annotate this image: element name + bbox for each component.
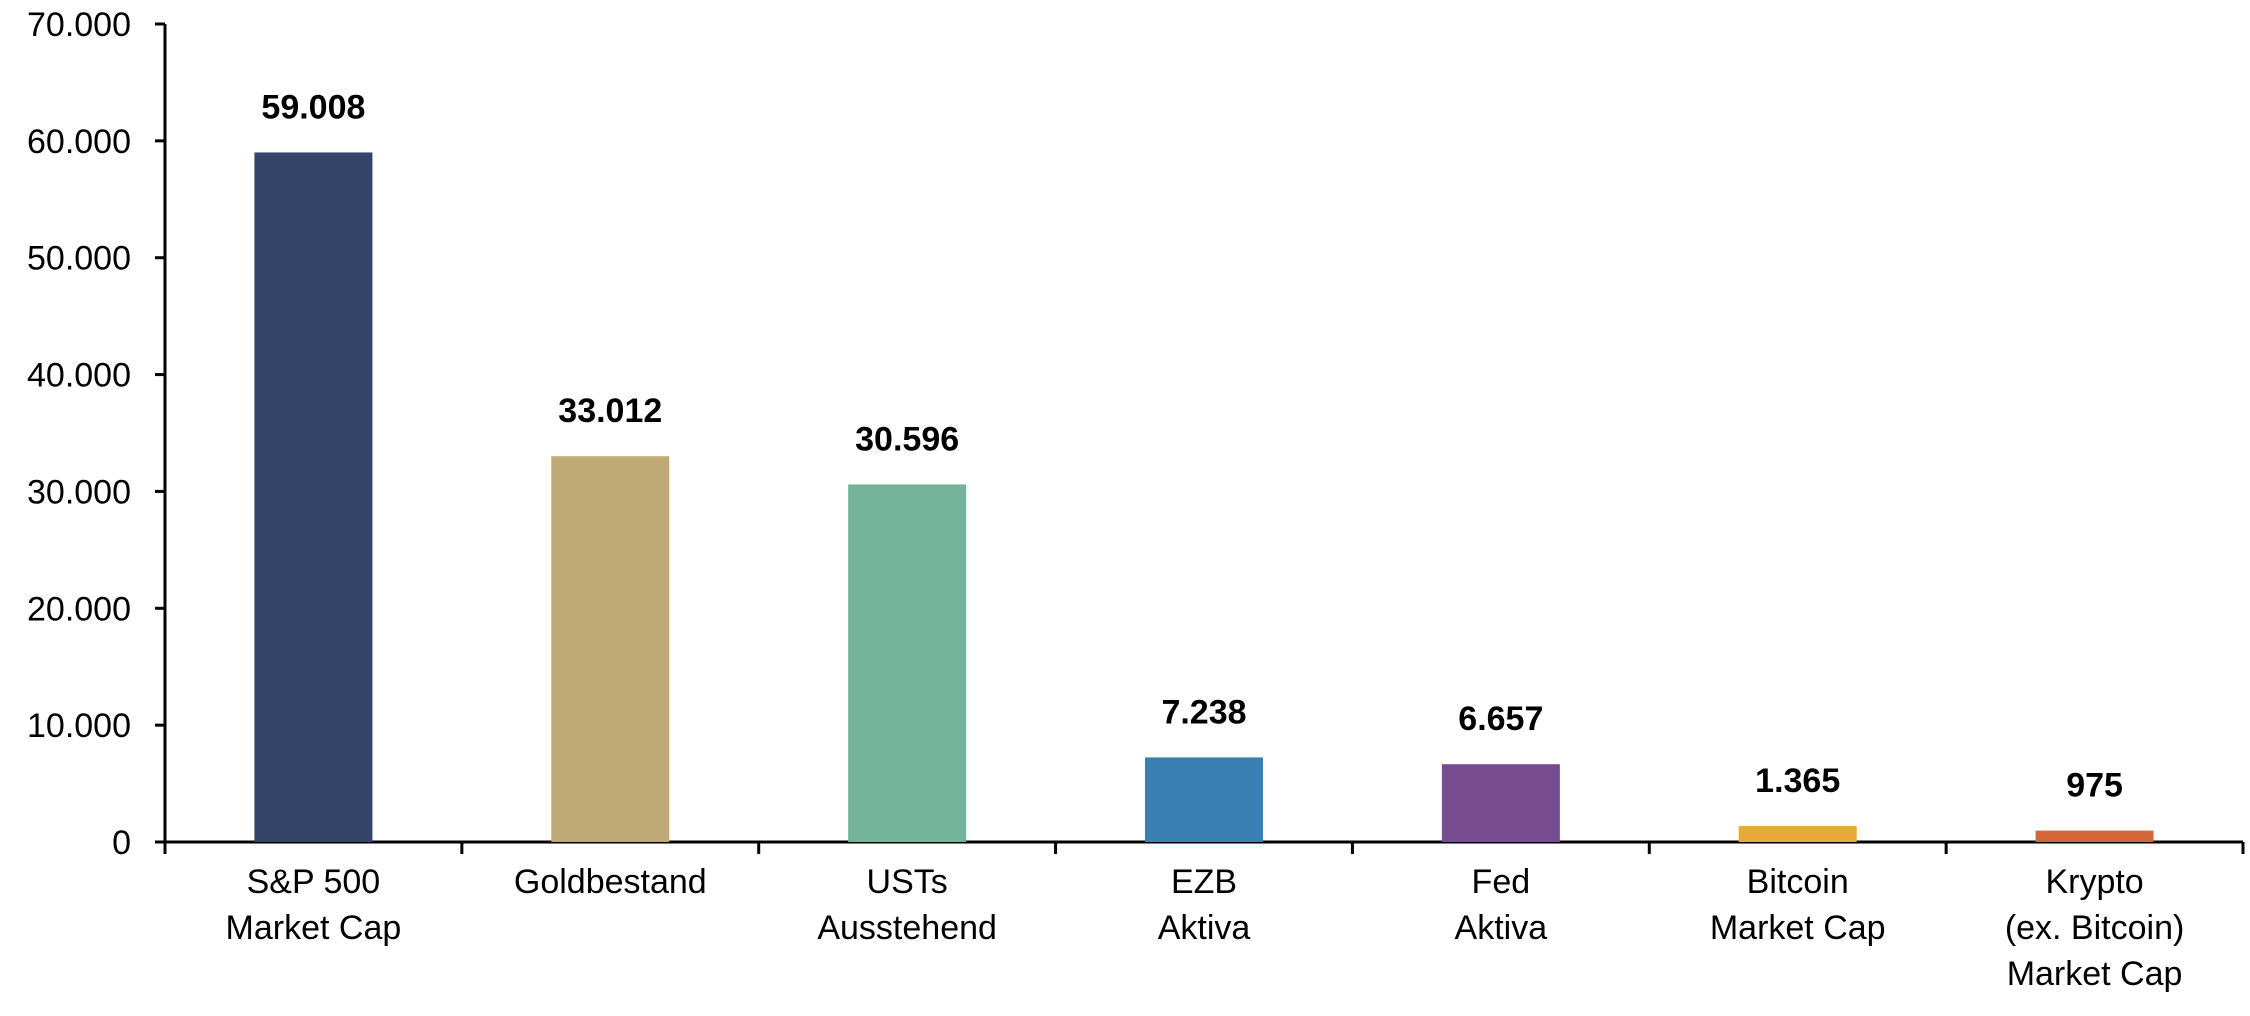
- bar: [551, 456, 670, 842]
- y-tick-label: 70.000: [27, 6, 131, 44]
- y-tick-label: 60.000: [27, 123, 131, 161]
- bar: [1145, 757, 1263, 842]
- x-tick-label: Goldbestand: [514, 863, 707, 901]
- bar: [1441, 764, 1560, 842]
- x-tick-label: USTs Ausstehend: [817, 863, 997, 947]
- x-tick-label-line: Market Cap: [226, 909, 402, 947]
- y-axis: 0 10.000 20.000 30.000 40.000 50.000 60.000 70.…: [27, 6, 167, 862]
- y-tick-label: 10.000: [27, 707, 131, 745]
- x-tick-label: Krypto (ex. Bitcoin) Market Cap: [2005, 863, 2185, 993]
- data-label: 6.657: [1458, 700, 1543, 738]
- x-tick-label: EZB Aktiva: [1158, 863, 1251, 947]
- y-tick-label: 0: [112, 824, 131, 862]
- bar: [848, 484, 967, 842]
- y-tick-label: 20.000: [27, 590, 131, 628]
- data-label: 7.238: [1161, 693, 1246, 731]
- value-labels: 59.008 33.012 30.596 7.238 6.657 1.365 975: [261, 88, 2123, 804]
- x-axis: [163, 840, 2245, 854]
- x-tick-label: Bitcoin Market Cap: [1710, 863, 1886, 947]
- category-labels: S&P 500 Market Cap Goldbestand USTs Ausstehe…: [226, 863, 2185, 993]
- x-tick-label-line: S&P 500: [247, 863, 381, 901]
- bar: [1738, 826, 1857, 842]
- x-tick-label: S&P 500 Market Cap: [226, 863, 402, 947]
- bar: [254, 152, 373, 843]
- bar: [2035, 830, 2154, 842]
- x-tick-label-line: Krypto: [2045, 863, 2143, 901]
- data-label: 59.008: [261, 88, 365, 126]
- bars: [254, 152, 2154, 843]
- data-label: 30.596: [855, 420, 959, 458]
- x-tick-label-line: USTs: [867, 863, 948, 901]
- data-label: 33.012: [558, 392, 662, 430]
- x-tick-label-line: Ausstehend: [817, 909, 997, 947]
- x-tick-label-line: Aktiva: [1455, 909, 1548, 947]
- x-tick-label-line: (ex. Bitcoin): [2005, 909, 2185, 947]
- x-tick-label-line: Market Cap: [2007, 955, 2183, 993]
- x-tick-label-line: Bitcoin: [1747, 863, 1849, 901]
- x-tick-label-line: Aktiva: [1158, 909, 1251, 947]
- y-tick-label: 40.000: [27, 357, 131, 395]
- y-tick-label: 50.000: [27, 240, 131, 278]
- data-label: 1.365: [1755, 762, 1840, 800]
- x-tick-label-line: Goldbestand: [514, 863, 707, 901]
- x-tick-label-line: Market Cap: [1710, 909, 1886, 947]
- x-tick-label-line: EZB: [1171, 863, 1237, 901]
- y-tick-label: 30.000: [27, 473, 131, 511]
- x-tick-label: Fed Aktiva: [1455, 863, 1548, 947]
- x-tick-label-line: Fed: [1472, 863, 1531, 901]
- data-label: 975: [2066, 767, 2123, 805]
